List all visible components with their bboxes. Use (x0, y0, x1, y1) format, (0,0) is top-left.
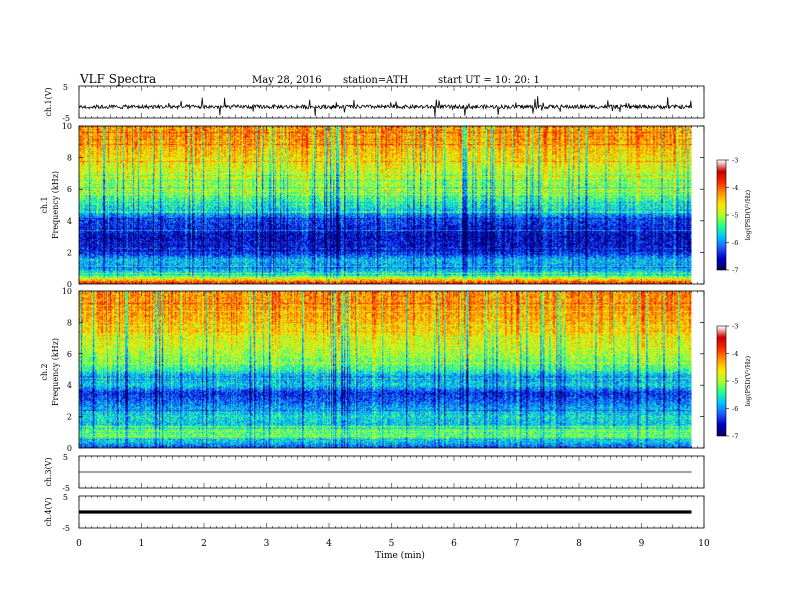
x-tick-label: 4 (326, 539, 332, 549)
ch3-waveform-ylabel: ch.3(V) (44, 457, 53, 486)
ch2-colorbar-label: log(PSD(V²/Hz) (744, 355, 752, 406)
ch1-ytick-bottom: -5 (62, 114, 70, 123)
x-tick-label: 6 (451, 539, 457, 549)
ch1-spectrogram-ytick-label: 6 (67, 185, 72, 194)
ch2-colorbar-gradient (717, 326, 726, 436)
ch1-spectrogram-heatmap-image (79, 126, 692, 284)
ch4-waveform-ylabel: ch.4(V) (44, 497, 53, 526)
ch1-colorbar-gradient (717, 160, 726, 270)
ch4-ytick-top: 5 (63, 493, 68, 502)
ch1-spectrogram-ylabel-frequency: Frequency (kHz) (51, 171, 60, 239)
x-tick-label: 1 (139, 539, 145, 549)
ch2-spectrogram-ytick-label: 8 (67, 318, 72, 327)
x-tick-label: 10 (698, 539, 710, 549)
ch2-colorbar-tick-label: -7 (732, 433, 738, 441)
ch3-ytick-top: 5 (63, 453, 68, 462)
ch2-spectrogram-panel: 0 2 4 6 8 10 ch.2 Frequency (kHz) -3 -4 -5 -6 -7 l… (40, 287, 752, 453)
ch1-colorbar: -3 -4 -5 -6 -7 log(PSD(V²/Hz) (716, 157, 752, 275)
ch1-colorbar-tick-label: -4 (732, 184, 738, 192)
ch1-colorbar-tick-label: -5 (732, 212, 738, 220)
x-tick-label: 5 (389, 539, 395, 549)
ch1-colorbar-tick-label: -7 (732, 267, 738, 275)
ch2-spectrogram-ytick-label: 2 (67, 413, 72, 422)
station-label: station=ATH (343, 75, 409, 86)
ch1-colorbar-label: log(PSD(V²/Hz) (744, 189, 752, 240)
ch2-spectrogram-ylabel-channel: ch.2 (40, 363, 49, 380)
ch2-spectrogram-ytick-label: 6 (67, 350, 72, 359)
start-time-label: start UT = 10: 20: 1 (438, 75, 540, 86)
x-axis-label: Time (min) (375, 550, 425, 561)
ch1-spectrogram-ytick-label: 4 (67, 217, 72, 226)
ch1-spectrogram-ytick-label: 0 (67, 280, 72, 289)
ch4-waveform-panel: 5 -5 ch.4(V) (44, 493, 705, 533)
ch2-colorbar-tick-label: -6 (732, 405, 738, 413)
ch2-spectrogram-heatmap-image (79, 291, 692, 448)
figure-title: VLF Spectra (79, 72, 156, 86)
x-tick-label: 3 (264, 539, 270, 549)
ch4-ytick-bottom: -5 (62, 524, 70, 533)
ch2-spectrogram-ytick-label: 4 (67, 381, 72, 390)
ch1-waveform-panel: 5 -5 ch.1(V) (44, 83, 705, 123)
ch1-waveform-ylabel: ch.1(V) (44, 87, 53, 116)
ch3-ytick-bottom: -5 (62, 484, 70, 493)
time-axis: 0 1 2 3 4 5 6 7 8 9 10 (76, 539, 710, 549)
ch2-colorbar-tick-label: -4 (732, 350, 738, 358)
ch2-colorbar: -3 -4 -5 -6 -7 log(PSD(V²/Hz) (716, 323, 752, 441)
ch2-colorbar-tick-label: -3 (732, 323, 738, 331)
ch2-colorbar-tick-label: -5 (732, 378, 738, 386)
x-tick-label: 0 (76, 539, 82, 549)
x-tick-label: 8 (576, 539, 582, 549)
ch1-colorbar-tick-label: -6 (732, 239, 738, 247)
ch2-spectrogram-ytick-label: 0 (67, 444, 72, 453)
ch1-spectrogram-ylabel-channel: ch.1 (40, 196, 49, 213)
ch1-spectrogram-ytick-label: 10 (62, 122, 72, 131)
ch1-spectrogram-ytick-label: 2 (67, 248, 72, 257)
ch2-spectrogram-ylabel-frequency: Frequency (kHz) (51, 338, 60, 406)
ch1-colorbar-tick-label: -3 (732, 157, 738, 165)
date-label: May 28, 2016 (252, 75, 322, 86)
x-tick-label: 7 (514, 539, 520, 549)
ch4-waveform-trace (79, 510, 692, 514)
ch1-waveform-trace (78, 96, 692, 117)
ch3-waveform-panel: 5 -5 ch.3(V) (44, 453, 705, 493)
x-tick-label: 9 (639, 539, 645, 549)
x-tick-label: 2 (201, 539, 207, 549)
ch2-spectrogram-ytick-label: 10 (62, 287, 72, 296)
ch1-ytick-top: 5 (63, 83, 68, 92)
ch1-spectrogram-panel: 0 2 4 6 8 10 ch.1 Frequency (kHz) -3 -4 -5 -6 -7 l… (40, 122, 752, 289)
ch1-spectrogram-ytick-label: 8 (67, 154, 72, 163)
